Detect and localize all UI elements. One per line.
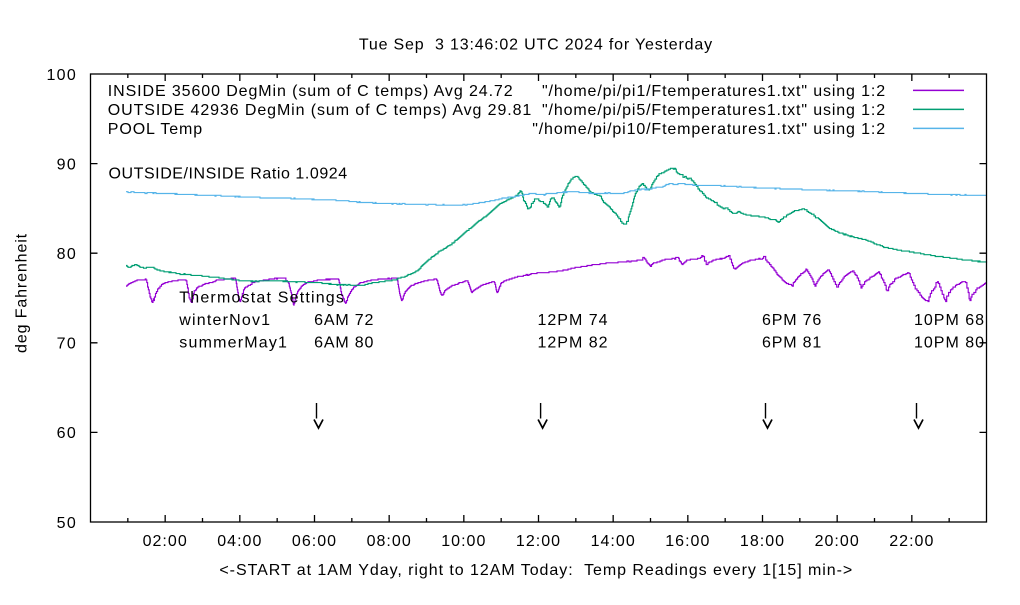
svg-text:06:00: 06:00: [292, 533, 337, 550]
svg-text:10:00: 10:00: [441, 533, 486, 550]
svg-text:18:00: 18:00: [740, 533, 785, 550]
svg-text:deg Fahrenheit: deg Fahrenheit: [14, 233, 31, 353]
svg-text:02:00: 02:00: [143, 533, 188, 550]
svg-text:12PM 74: 12PM 74: [538, 312, 609, 329]
svg-text:Tue Sep 3 13:46:02 UTC 2024 f: Tue Sep 3 13:46:02 UTC 2024 for Yesterda…: [359, 36, 713, 53]
svg-text:INSIDE 35600 DegMin (sum of C: INSIDE 35600 DegMin (sum of C temps) Avg…: [108, 83, 514, 100]
svg-text:100: 100: [46, 67, 77, 84]
svg-text:80: 80: [57, 246, 77, 263]
svg-text:winterNov1: winterNov1: [178, 312, 271, 329]
svg-text:6AM 72: 6AM 72: [314, 312, 374, 329]
svg-text:"/home/pi/pi10/Ftemperatures1.: "/home/pi/pi10/Ftemperatures1.txt" using…: [532, 121, 886, 138]
svg-text:POOL Temp: POOL Temp: [108, 121, 203, 138]
svg-text:OUTSIDE 42936 DegMin (sum of C: OUTSIDE 42936 DegMin (sum of C temps) Av…: [108, 102, 532, 119]
svg-text:20:00: 20:00: [815, 533, 860, 550]
svg-text:OUTSIDE/INSIDE Ratio 1.0924: OUTSIDE/INSIDE Ratio 1.0924: [109, 165, 348, 182]
svg-text:60: 60: [57, 425, 77, 442]
svg-text:6PM 81: 6PM 81: [762, 335, 822, 352]
svg-text:"/home/pi/pi5/Ftemperatures1.t: "/home/pi/pi5/Ftemperatures1.txt" using …: [542, 102, 886, 119]
svg-text:6AM 80: 6AM 80: [314, 335, 374, 352]
svg-text:08:00: 08:00: [367, 533, 412, 550]
svg-text:12:00: 12:00: [516, 533, 561, 550]
svg-text:Thermostat Settings: Thermostat Settings: [179, 289, 345, 306]
svg-text:90: 90: [57, 156, 77, 173]
svg-text:16:00: 16:00: [665, 533, 710, 550]
svg-text:70: 70: [57, 336, 77, 353]
svg-text:summerMay1: summerMay1: [179, 335, 288, 352]
svg-text:10PM 68: 10PM 68: [914, 312, 985, 329]
svg-text:04:00: 04:00: [217, 533, 262, 550]
svg-text:50: 50: [57, 515, 77, 532]
svg-text:14:00: 14:00: [591, 533, 636, 550]
svg-text:6PM 76: 6PM 76: [762, 312, 822, 329]
svg-text:22:00: 22:00: [889, 533, 934, 550]
svg-text:12PM 82: 12PM 82: [538, 335, 609, 352]
svg-text:<-START at 1AM Yday, right to: <-START at 1AM Yday, right to 12AM Today…: [219, 562, 853, 579]
svg-text:10PM 80: 10PM 80: [914, 335, 985, 352]
svg-text:"/home/pi/pi1/Ftemperatures1.t: "/home/pi/pi1/Ftemperatures1.txt" using …: [542, 83, 886, 100]
